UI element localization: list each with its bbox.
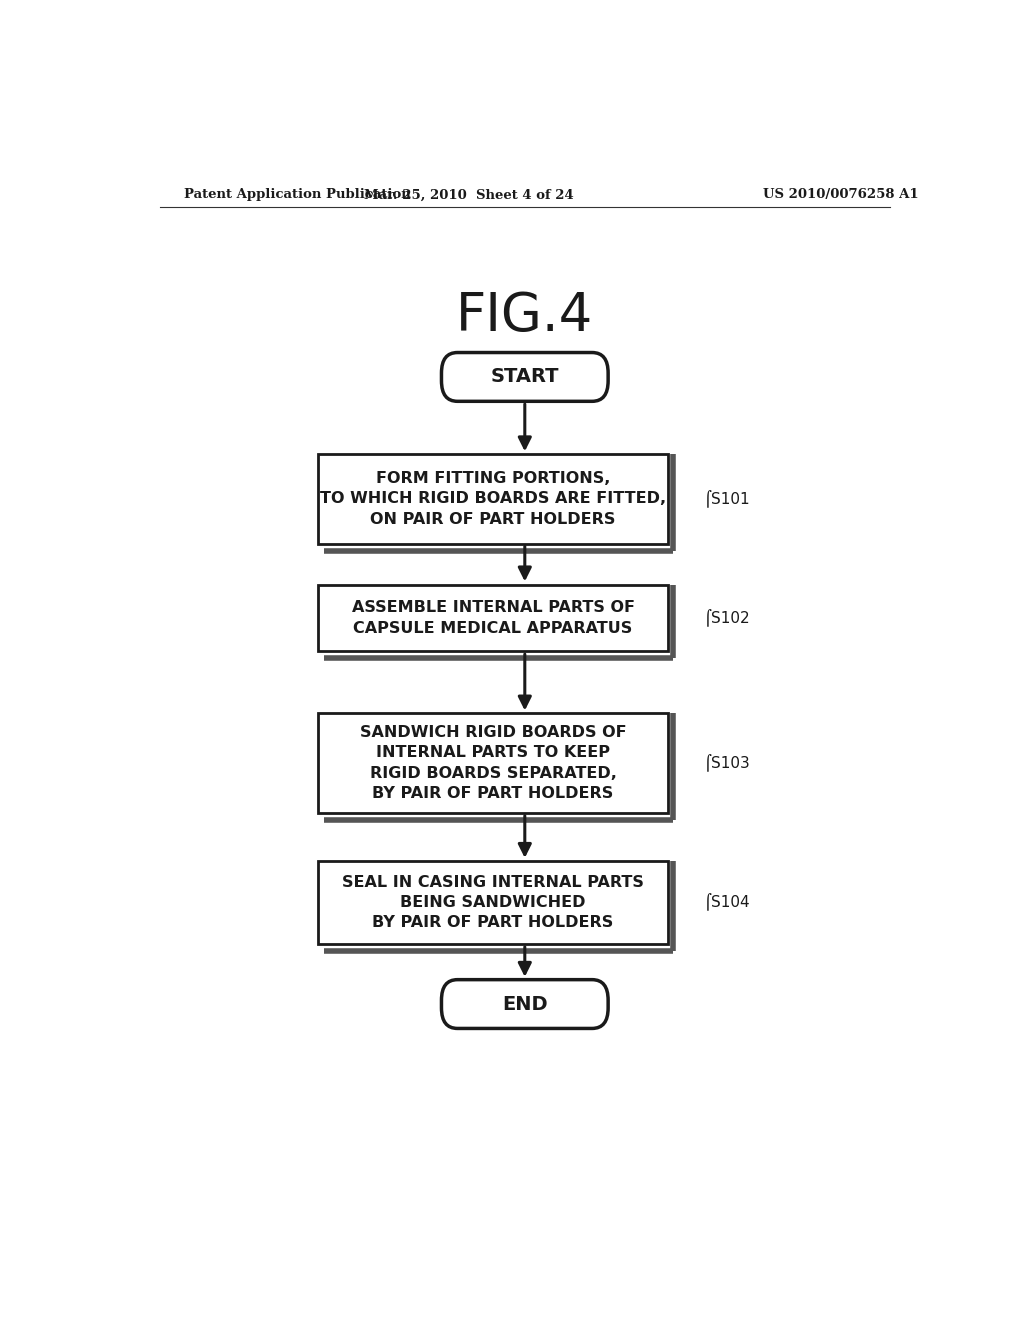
FancyBboxPatch shape: [318, 713, 668, 813]
Text: US 2010/0076258 A1: US 2010/0076258 A1: [763, 189, 919, 202]
Text: ⌠S101: ⌠S101: [703, 490, 750, 508]
FancyBboxPatch shape: [318, 585, 668, 651]
Text: ⌠S103: ⌠S103: [703, 754, 751, 772]
FancyBboxPatch shape: [441, 352, 608, 401]
Text: START: START: [490, 367, 559, 387]
Text: FIG.4: FIG.4: [456, 290, 594, 342]
FancyBboxPatch shape: [441, 979, 608, 1028]
FancyBboxPatch shape: [318, 454, 668, 544]
Text: SANDWICH RIGID BOARDS OF
INTERNAL PARTS TO KEEP
RIGID BOARDS SEPARATED,
BY PAIR : SANDWICH RIGID BOARDS OF INTERNAL PARTS …: [359, 725, 627, 801]
Text: ⌠S102: ⌠S102: [703, 609, 750, 627]
Text: FORM FITTING PORTIONS,
TO WHICH RIGID BOARDS ARE FITTED,
ON PAIR OF PART HOLDERS: FORM FITTING PORTIONS, TO WHICH RIGID BO…: [319, 471, 667, 527]
Text: END: END: [502, 994, 548, 1014]
Text: SEAL IN CASING INTERNAL PARTS
BEING SANDWICHED
BY PAIR OF PART HOLDERS: SEAL IN CASING INTERNAL PARTS BEING SAND…: [342, 875, 644, 931]
Text: ASSEMBLE INTERNAL PARTS OF
CAPSULE MEDICAL APPARATUS: ASSEMBLE INTERNAL PARTS OF CAPSULE MEDIC…: [351, 601, 635, 635]
Text: Patent Application Publication: Patent Application Publication: [183, 189, 411, 202]
Text: Mar. 25, 2010  Sheet 4 of 24: Mar. 25, 2010 Sheet 4 of 24: [365, 189, 574, 202]
FancyBboxPatch shape: [318, 861, 668, 944]
Text: ⌠S104: ⌠S104: [703, 894, 750, 911]
